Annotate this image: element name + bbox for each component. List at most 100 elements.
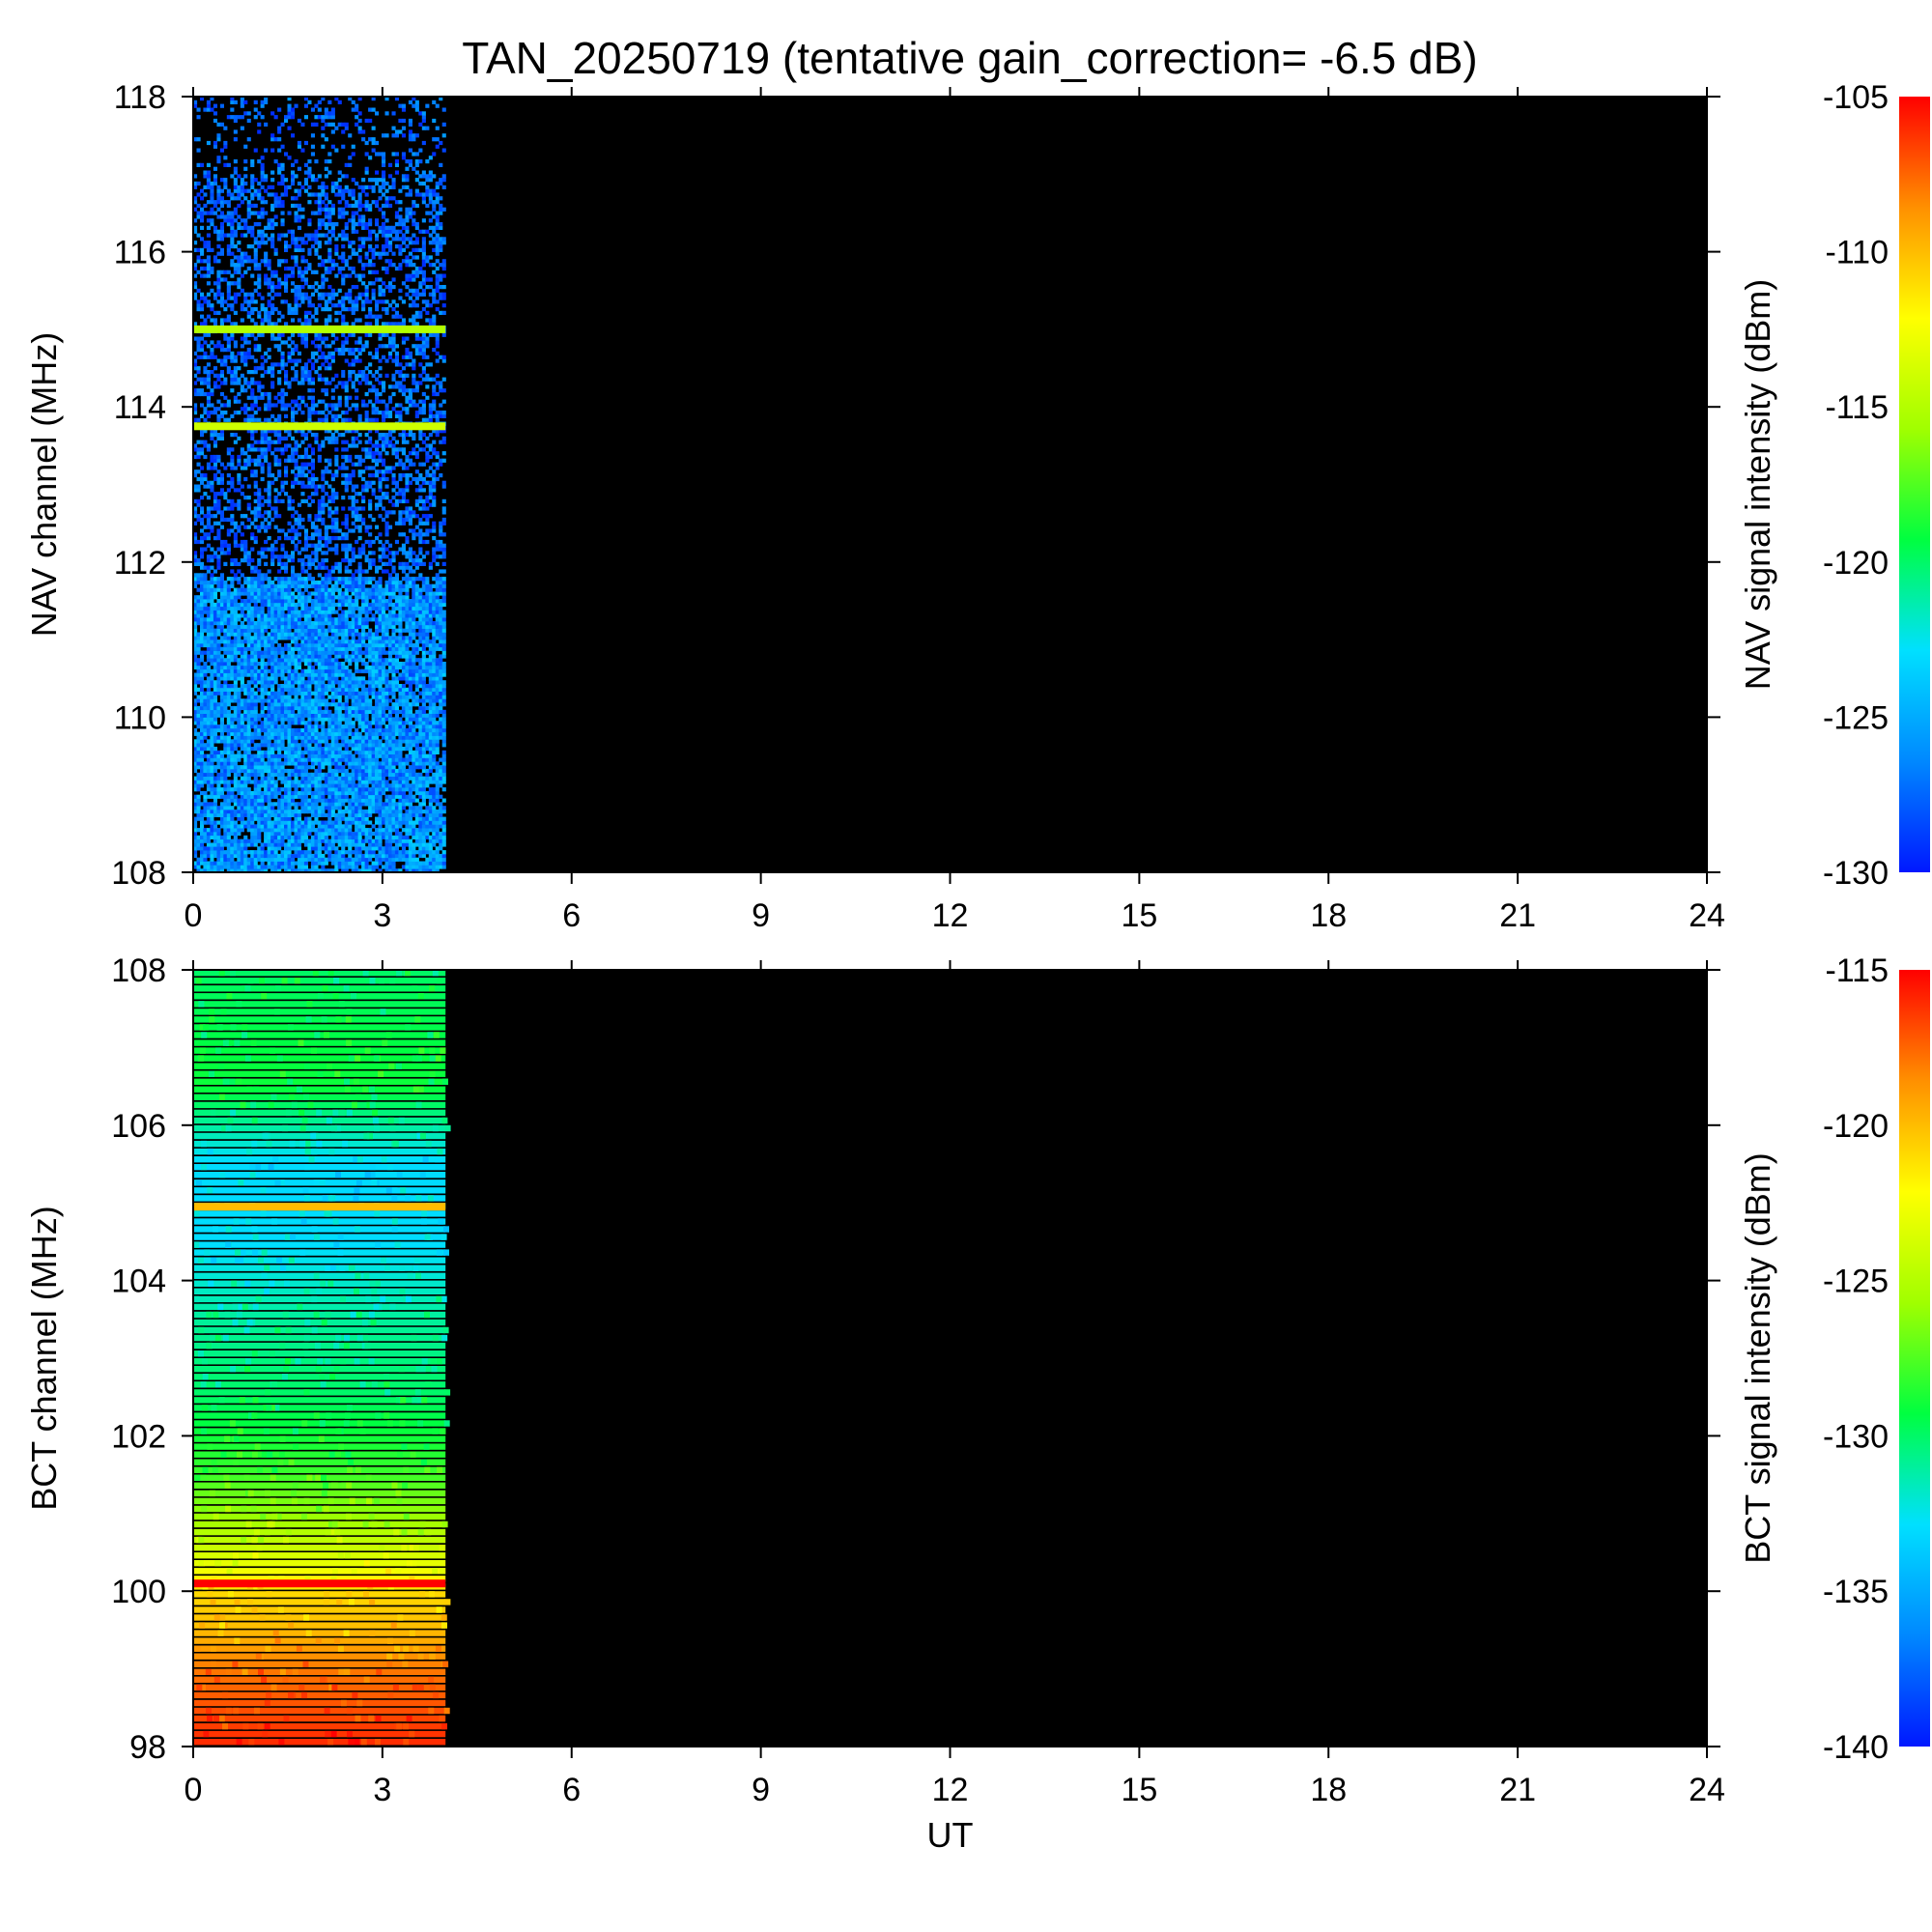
heat-cell (273, 753, 278, 758)
heat-cell (388, 602, 393, 608)
heat-cell (237, 727, 242, 733)
heat-cell (391, 820, 396, 825)
heat-cell (428, 705, 433, 711)
heat-cell (327, 735, 332, 740)
heat-cell (330, 668, 335, 673)
heat-cell (334, 787, 339, 792)
heat-cell (432, 650, 437, 655)
heat-cell (213, 853, 217, 859)
heat-cell (267, 727, 271, 733)
heat-cell (273, 662, 278, 667)
heat-cell (391, 617, 396, 622)
heat-cell (277, 761, 282, 766)
heat-cell (200, 727, 205, 733)
heat-cell (361, 735, 366, 740)
heat-cell (364, 816, 369, 821)
heat-cell (341, 602, 346, 608)
heat-cell (391, 646, 396, 651)
heat-cell (405, 721, 410, 725)
heat-cell (405, 595, 410, 600)
heat-cell (270, 665, 275, 670)
heat-cell (408, 721, 412, 725)
heat-cell (327, 798, 332, 803)
heat-cell (303, 750, 308, 754)
heat-cell (277, 606, 282, 611)
heat-cell (250, 599, 255, 604)
heat-cell (230, 798, 235, 803)
heat-cell (243, 850, 248, 855)
heat-cell (368, 636, 373, 640)
heat-cell (240, 672, 244, 677)
heat-cell (382, 624, 386, 629)
heat-cell (253, 613, 258, 618)
heat-cell (361, 861, 366, 866)
heat-cell (243, 824, 248, 829)
heat-cell (250, 798, 255, 803)
heat-cell (428, 790, 433, 796)
heat-cell (388, 750, 393, 754)
heat-cell (394, 602, 399, 608)
heat-cell (307, 691, 312, 696)
heat-cell (226, 687, 231, 692)
heat-cell (324, 727, 328, 733)
heat-cell (230, 602, 235, 608)
heat-cell (307, 642, 312, 648)
heat-cell (210, 684, 214, 689)
heat-cell (253, 768, 258, 774)
heat-cell (361, 776, 366, 781)
heat-cell (267, 721, 271, 725)
heat-cell (270, 868, 275, 873)
heat-cell (260, 850, 265, 855)
heat-cell (294, 765, 298, 770)
heat-cell (341, 750, 346, 754)
heat-cell (371, 750, 376, 754)
heat-cell (425, 665, 430, 670)
heat-cell (307, 747, 312, 752)
heat-cell (337, 798, 342, 803)
heat-cell (388, 680, 393, 685)
heat-cell (303, 828, 308, 833)
heat-cell (334, 695, 339, 699)
heat-cell (210, 820, 214, 825)
heat-cell (280, 850, 285, 855)
heat-cell (357, 705, 362, 711)
heat-cell (351, 724, 355, 729)
heat-cell (233, 617, 238, 622)
heat-cell (375, 761, 380, 766)
heat-cell (418, 705, 423, 711)
heat-cell (364, 865, 369, 869)
heat-cell (378, 654, 383, 659)
heat-cell (200, 853, 205, 859)
heat-cell (284, 599, 289, 604)
heat-cell (435, 865, 440, 869)
heat-cell (355, 731, 359, 736)
heat-cell (300, 828, 305, 833)
heat-cell (226, 780, 231, 784)
heat-cell (260, 757, 265, 762)
heat-cell (297, 783, 301, 788)
heat-cell (361, 668, 366, 673)
heat-cell (233, 691, 238, 696)
heat-cell (213, 642, 217, 648)
heat-cell (334, 853, 339, 859)
heat-cell (237, 717, 242, 722)
heat-cell (428, 599, 433, 604)
heat-cell (277, 599, 282, 604)
heat-cell (408, 816, 412, 821)
heat-cell (226, 798, 231, 803)
heat-cell (414, 806, 419, 810)
heat-cell (421, 850, 426, 855)
heat-cell (210, 761, 214, 766)
heat-cell (280, 820, 285, 825)
heat-cell (230, 768, 235, 774)
heat-cell (284, 750, 289, 754)
heat-cell (300, 658, 305, 663)
heat-cell (435, 831, 440, 837)
heat-cell (284, 698, 289, 703)
heat-cell (196, 787, 201, 792)
heat-cell (297, 599, 301, 604)
heat-cell (280, 599, 285, 604)
heat-cell (200, 731, 205, 736)
heat-cell (375, 772, 380, 777)
heat-cell (330, 750, 335, 754)
